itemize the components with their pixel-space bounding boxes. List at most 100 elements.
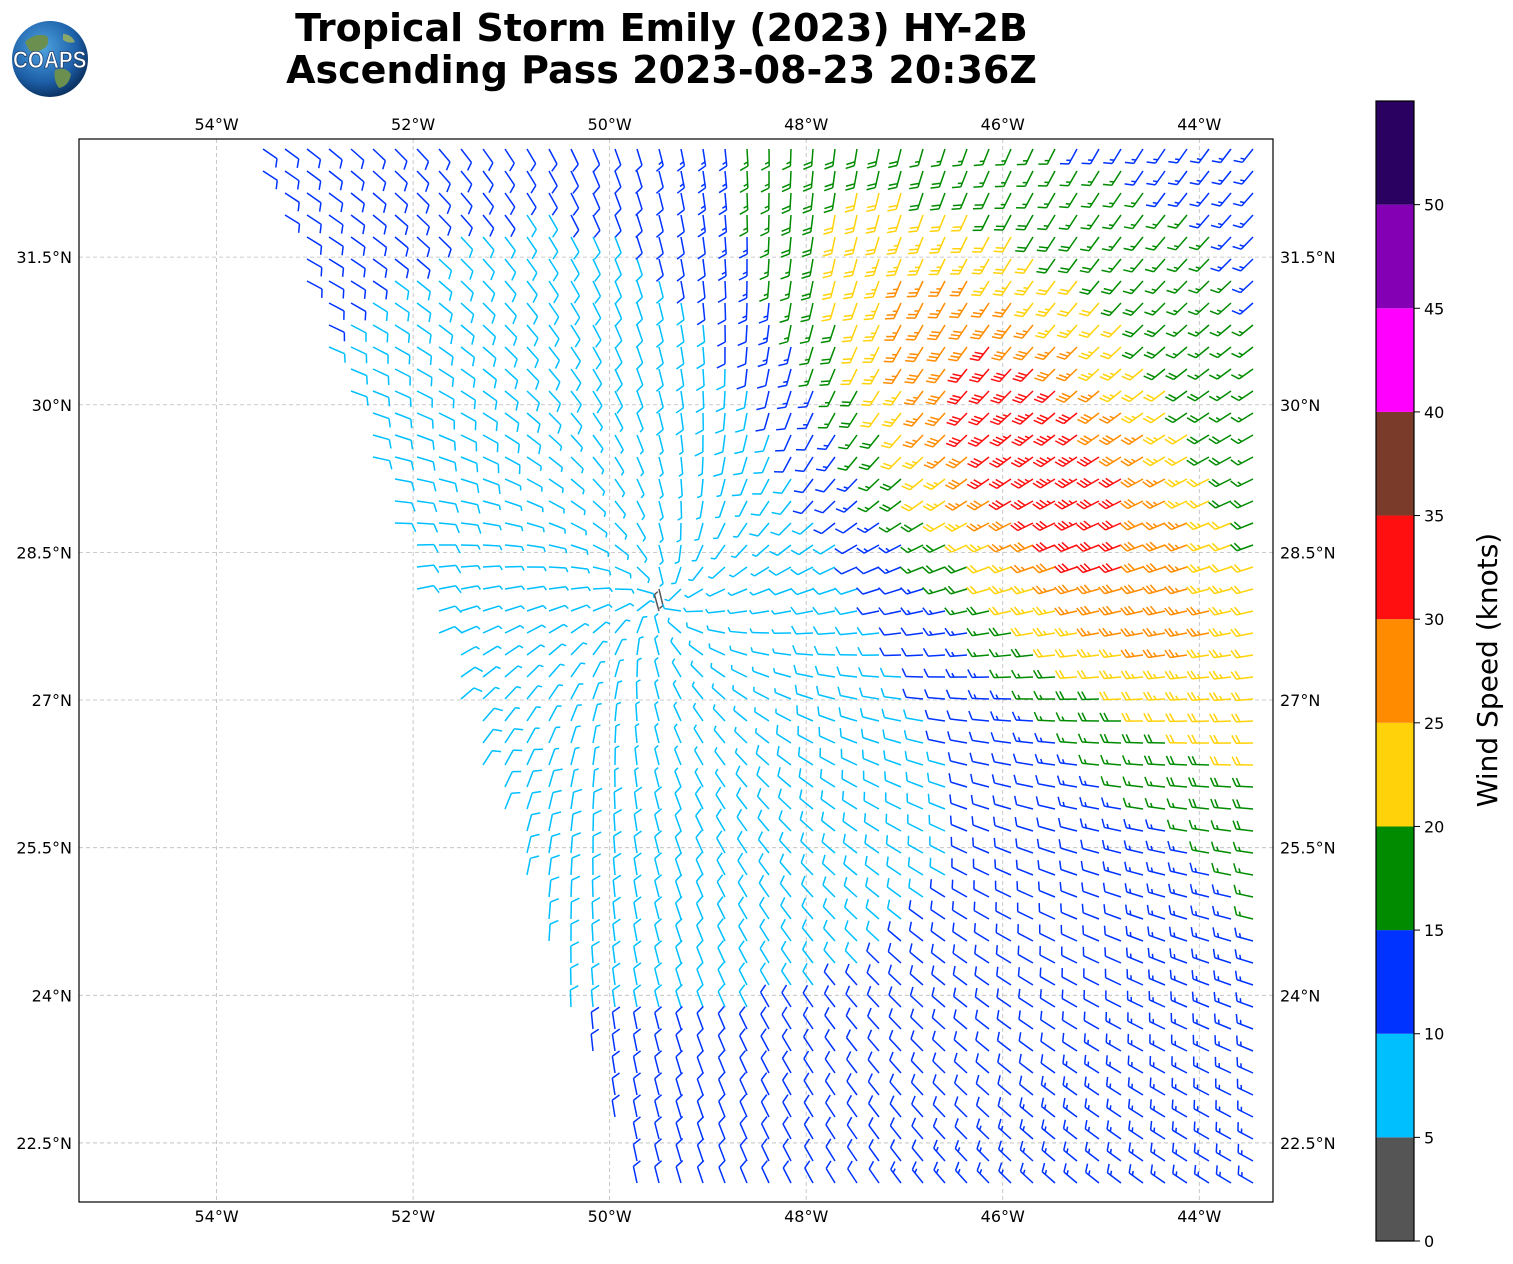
lon-label-bottom: 46°W [981,1207,1025,1226]
wind-barb [846,1072,858,1096]
wind-barb [813,522,836,535]
wind-barb [945,456,968,469]
wind-barb [991,324,1012,340]
wind-barb [1076,648,1100,658]
wind-barb [526,812,541,832]
wind-barb [372,456,393,470]
wind-barb [885,258,902,277]
lon-label-bottom: 48°W [784,1207,828,1226]
wind-barb [438,368,455,388]
wind-barb [781,1028,792,1052]
wind-barb [738,918,748,942]
wind-barb [945,668,968,678]
wind-barb [909,964,924,986]
wind-barb [1012,390,1034,404]
wind-barb [1186,412,1210,423]
wind-barb [819,747,836,766]
wind-barb [592,258,601,282]
wind-barb [504,522,524,532]
wind-barb [416,390,433,408]
wind-barb [1033,711,1056,722]
wind-barb [1213,970,1232,986]
wind-barb [1083,1033,1100,1052]
wind-barb [1034,346,1056,361]
wind-barb [306,148,322,169]
wind-barb [1019,1097,1034,1118]
wind-barb [802,214,814,236]
wind-barb [1054,456,1078,468]
wind-barb [1214,1035,1232,1052]
wind-barb [1040,1032,1056,1052]
wind-barb [1106,1142,1122,1162]
wind-barb [1057,280,1078,296]
wind-barb [905,346,924,363]
wind-barb [778,346,792,367]
wind-barb [460,500,481,514]
lon-labels-top: 54°W 52°W 50°W 48°W 46°W 44°W [194,115,1221,134]
wind-barb [973,880,990,898]
wind-barb [1121,755,1144,766]
wind-barb [972,236,990,253]
wind-barb [633,786,643,810]
wind-barb [674,786,682,810]
wind-barb [778,324,792,345]
wind-barb [1167,862,1188,876]
wind-barb [328,346,346,363]
wind-barb [756,390,770,411]
wind-barb [858,456,880,471]
wind-barb [1103,148,1122,165]
wind-barb [716,346,726,369]
wind-barb [655,346,664,370]
wind-barb [526,664,544,678]
wind-barb [1101,258,1122,273]
wind-barb [1209,368,1232,380]
wind-barb [950,236,968,254]
wind-barb [907,258,924,276]
wind-barb [372,280,388,300]
wind-barb [1018,1053,1034,1074]
wind-barb [880,434,902,449]
wind-barb [930,900,946,920]
wind-barb [866,148,880,169]
wind-barb [944,478,968,490]
wind-barb [901,456,924,470]
lat-labels-left: 31.5°N30°N28.5°N27°N25.5°N24°N22.5°N [16,248,72,1153]
wind-barb [570,704,582,722]
wind-barb [761,1138,770,1162]
wind-barb [770,609,792,615]
wind-barb [993,837,1012,854]
wind-barb [926,346,946,362]
wind-barb [1164,691,1188,701]
wind-barb [865,236,880,256]
lat-label-left: 27°N [32,691,72,710]
wind-barb [482,565,503,571]
wind-barb [655,368,664,392]
wind-barb [924,434,946,448]
wind-barb [1054,606,1078,616]
wind-barb [504,412,520,433]
wind-barb [694,522,704,542]
wind-barb [780,258,792,280]
wind-barb [438,625,462,634]
colorbar-bin [1376,515,1414,620]
wind-barb [460,412,477,431]
colorbar-tick-label: 15 [1424,921,1444,940]
wind-barb [695,830,704,854]
wind-barb [802,962,814,986]
wind-barb [570,170,580,194]
wind-barb [654,1160,663,1184]
wind-barb [714,768,726,788]
wind-barb [910,1008,924,1030]
wind-barb [952,922,968,942]
wind-barb [1035,775,1056,788]
wind-barb [592,390,603,414]
wind-barb [1233,906,1254,920]
wind-barb [1078,754,1100,766]
wind-barb [1167,170,1188,186]
colorbar-bin [1376,826,1414,931]
wind-barb [1076,456,1100,467]
wind-barb [1014,817,1034,832]
wind-barb [611,1006,621,1030]
wind-barb [438,346,454,366]
wind-barb [526,170,537,194]
